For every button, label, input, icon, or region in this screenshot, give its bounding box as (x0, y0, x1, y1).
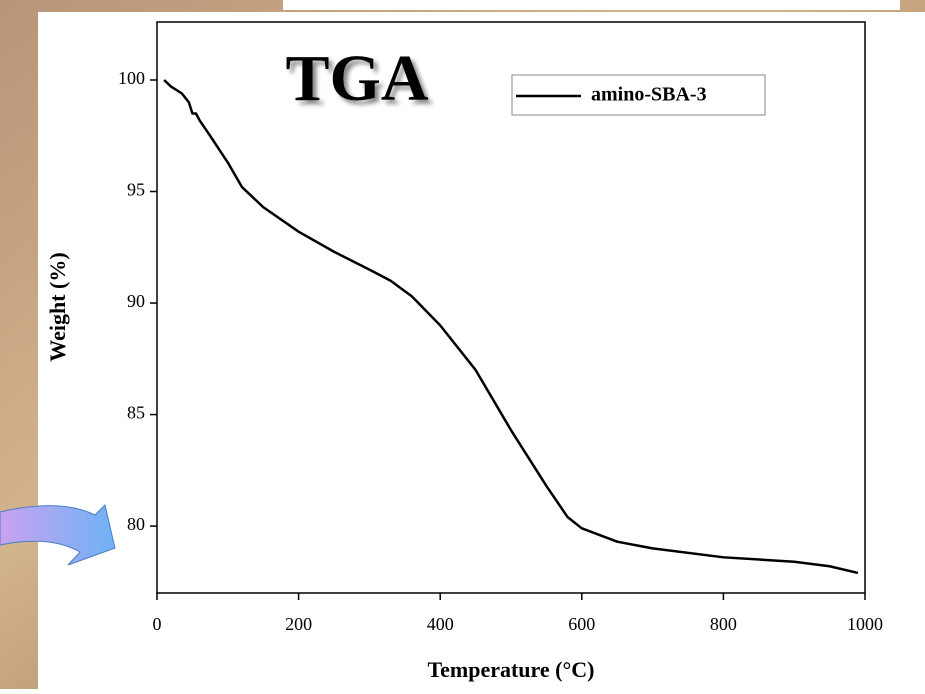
x-tick-label: 0 (153, 614, 162, 634)
arrow (0, 504, 116, 566)
annotation: TGA (285, 42, 428, 115)
y-tick-label: 100 (118, 68, 145, 88)
x-axis-label: Temperature (°C) (427, 657, 594, 682)
y-tick-label: 95 (127, 180, 145, 200)
y-tick-label: 85 (127, 403, 145, 423)
y-axis-label: Weight (%) (45, 252, 70, 361)
data-line (163, 79, 859, 575)
upper-panel (283, 0, 900, 10)
x-tick-label: 200 (285, 614, 312, 634)
x-tick-label: 600 (568, 614, 595, 634)
y-tick-label: 80 (127, 514, 145, 534)
legend-label: amino-SBA-3 (591, 84, 707, 106)
x-tick-label: 400 (427, 614, 454, 634)
x-tick-label: 1000 (847, 614, 883, 634)
plot-frame (156, 21, 866, 594)
x-tick-label: 800 (710, 614, 737, 634)
y-tick-label: 90 (127, 291, 145, 311)
chart-panel (38, 12, 925, 689)
